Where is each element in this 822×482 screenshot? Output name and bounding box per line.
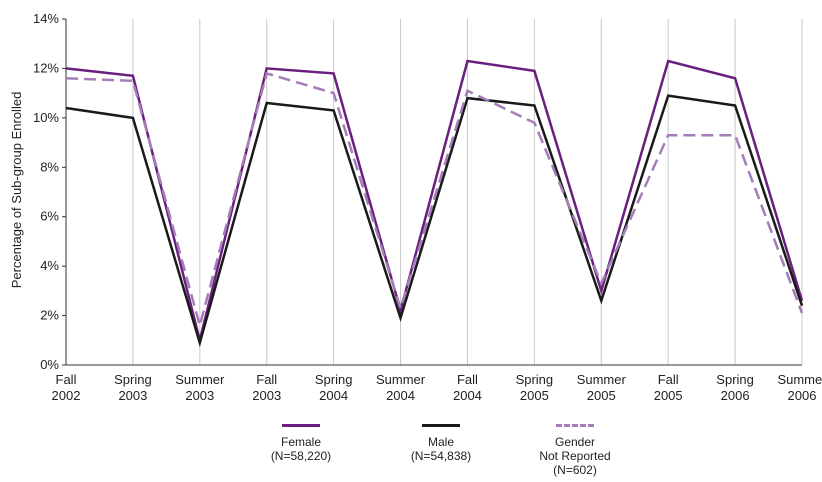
x-tick-label-3: Fall 2003 <box>252 372 281 403</box>
legend: Female (N=58,220) Male (N=54,838) Gender… <box>0 424 822 482</box>
x-tick-label-4: Spring 2004 <box>315 372 353 403</box>
legend-swatch-male <box>422 424 460 427</box>
legend-label-gender-not-reported: Gender Not Reported (N=602) <box>539 435 611 477</box>
y-tick-label-4: 8% <box>40 159 59 174</box>
legend-item-male: Male (N=54,838) <box>371 424 511 463</box>
legend-swatch-gender-not-reported <box>556 424 594 427</box>
x-tick-label-11: Summer 2006 <box>777 372 822 403</box>
axes <box>62 18 802 366</box>
series-line-male <box>65 94 804 348</box>
series-line-gender-not-reported <box>65 71 804 331</box>
series-line-female <box>65 59 804 341</box>
y-tick-label-3: 6% <box>40 209 59 224</box>
line-chart: 0% 2% 4% 6% 8% 10% 12% 14% Fall 2002 Spring 2003 Su… <box>9 11 822 403</box>
legend-label-female: Female (N=58,220) <box>270 435 332 463</box>
legend-swatch-female <box>282 424 320 427</box>
y-tick-label-2: 4% <box>40 258 59 273</box>
legend-item-gender-not-reported: Gender Not Reported (N=602) <box>505 424 645 477</box>
legend-item-female: Female (N=58,220) <box>231 424 371 463</box>
x-tick-label-2: Summer 2003 <box>175 372 225 403</box>
series-lines <box>65 59 804 348</box>
x-tick-label-7: Spring 2005 <box>516 372 554 403</box>
y-tick-label-0: 0% <box>40 357 59 372</box>
y-tick-label-6: 12% <box>33 60 59 75</box>
x-tick-labels: Fall 2002 Spring 2003 Summer 2003 Fall 2003 Spri… <box>52 372 822 403</box>
vertical-gridlines <box>65 19 803 365</box>
y-tick-label-5: 10% <box>33 110 59 125</box>
x-tick-label-9: Fall 2005 <box>654 372 683 403</box>
y-tick-label-1: 2% <box>40 308 59 323</box>
x-tick-label-8: Summer 2005 <box>577 372 627 403</box>
y-tick-label-7: 14% <box>33 11 59 26</box>
y-tick-labels: 0% 2% 4% 6% 8% 10% 12% 14% <box>33 11 59 372</box>
x-tick-label-1: Spring 2003 <box>114 372 152 403</box>
x-tick-label-10: Spring 2006 <box>716 372 754 403</box>
x-tick-label-5: Summer 2004 <box>376 372 426 403</box>
y-axis-label: Percentage of Sub-group Enrolled <box>9 92 24 289</box>
x-tick-label-6: Fall 2004 <box>453 372 482 403</box>
legend-label-male: Male (N=54,838) <box>410 435 472 463</box>
x-tick-label-0: Fall 2002 <box>52 372 81 403</box>
